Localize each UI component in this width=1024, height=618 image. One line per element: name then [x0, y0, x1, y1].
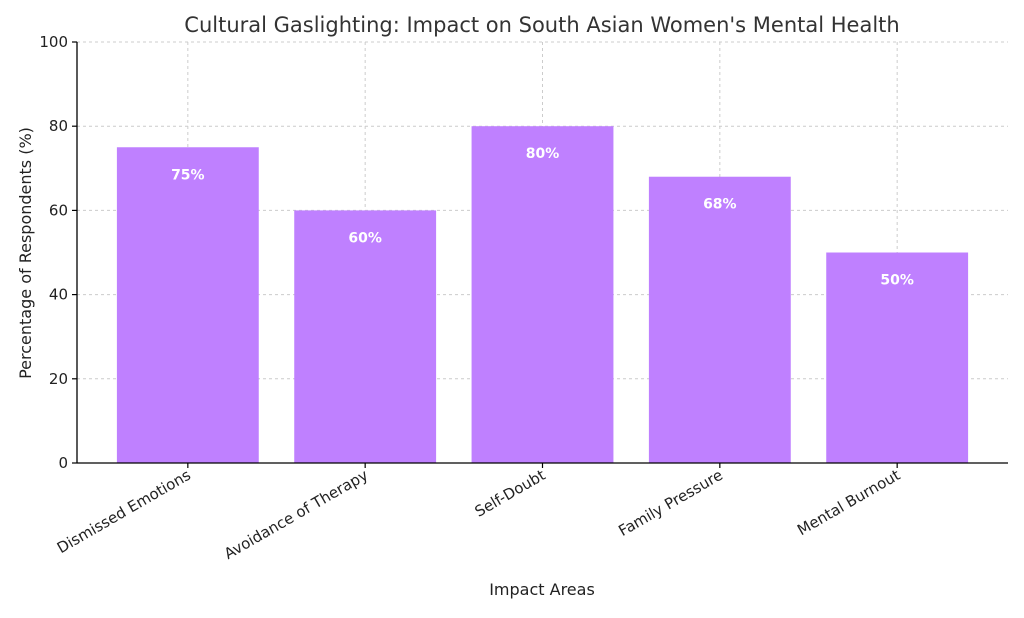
y-tick-label: 80 [49, 117, 68, 135]
x-tick-label: Avoidance of Therapy [221, 466, 371, 563]
bar [471, 126, 614, 463]
bar [116, 147, 259, 463]
bar-value-label: 80% [526, 146, 560, 162]
y-axis-title: Percentage of Respondents (%) [16, 127, 35, 379]
x-tick-label: Self-Doubt [472, 466, 549, 521]
bar-value-label: 75% [171, 167, 205, 183]
y-tick-label: 60 [49, 201, 68, 219]
y-tick-label: 20 [49, 370, 68, 388]
x-tick-label: Family Pressure [615, 466, 725, 540]
bar-value-label: 50% [880, 273, 914, 289]
bars-layer [116, 126, 969, 463]
bar-value-label: 60% [348, 230, 382, 246]
bar-value-label: 68% [703, 197, 737, 213]
y-tick-label: 0 [58, 454, 68, 472]
y-tick-label: 40 [49, 286, 68, 304]
x-tick-label: Mental Burnout [794, 466, 903, 539]
labels-layer: 75% 60% 80% 68% 50% [171, 146, 914, 288]
bar [294, 210, 437, 463]
y-tick-label: 100 [39, 33, 68, 51]
bar [648, 176, 791, 463]
x-axis-title: Impact Areas [489, 580, 595, 599]
bar [826, 252, 969, 463]
chart-title: Cultural Gaslighting: Impact on South As… [184, 13, 899, 37]
x-tick-label: Dismissed Emotions [54, 466, 194, 557]
